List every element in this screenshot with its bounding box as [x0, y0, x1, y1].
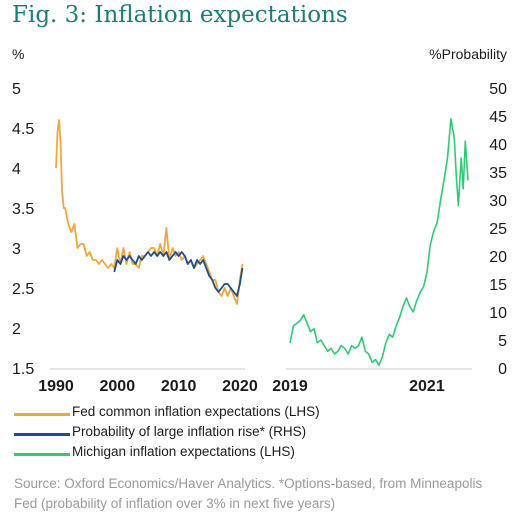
right-y-tick-label: 15: [489, 277, 507, 294]
right-x-tick-label: 2019: [272, 378, 308, 395]
legend-label-probability: Probability of large inflation rise* (RH…: [72, 424, 307, 439]
legend-swatch-fed: [14, 413, 70, 416]
right-y-tick-label: 25: [489, 221, 507, 238]
right-axis-unit-label: %Probability: [429, 46, 507, 62]
source-note: Source: Oxford Economics/Haver Analytics…: [14, 476, 483, 511]
left-y-tick-label: 5: [12, 81, 21, 98]
left-y-tick-label: 1.5: [12, 361, 34, 378]
left-x-tick-label: 2010: [161, 378, 197, 395]
left-y-tick-label: 4.5: [12, 121, 34, 138]
left-y-tick-label: 2.5: [12, 281, 34, 298]
left-y-tick-label: 4: [12, 161, 21, 178]
left-x-tick-label: 2000: [100, 378, 136, 395]
left-axis-unit-label: %: [12, 46, 24, 62]
right-y-tick-label: 5: [498, 333, 507, 350]
right-y-tick-label: 20: [489, 249, 507, 266]
left-y-tick-label: 3: [12, 241, 21, 258]
right-y-tick-label: 40: [489, 137, 507, 154]
legend-label-michigan: Michigan inflation expectations (LHS): [72, 444, 295, 459]
right-y-tick-label: 50: [489, 81, 507, 98]
left-y-tick-label: 2: [12, 321, 21, 338]
right-y-tick-label: 45: [489, 109, 507, 126]
left-x-tick-label: 2020: [222, 378, 258, 395]
right-y-tick-label: 35: [489, 165, 507, 182]
right-x-tick-label: 2021: [409, 378, 445, 395]
series-line-michigan: [289, 118, 469, 366]
right-y-tick-label: 0: [498, 361, 507, 378]
legend-label-fed: Fed common inflation expectations (LHS): [72, 404, 320, 419]
right-y-tick-label: 30: [489, 193, 507, 210]
chart-title: Fig. 3: Inflation expectations: [12, 2, 348, 28]
left-x-tick-label: 1990: [38, 378, 74, 395]
legend-swatch-probability: [14, 433, 70, 436]
right-y-tick-label: 10: [489, 305, 507, 322]
left-y-tick-label: 3.5: [12, 201, 34, 218]
series-line-probability: [113, 251, 244, 297]
chart-svg: % %Probability 54.543.532.521.5504540353…: [12, 46, 507, 395]
series-line-fed-expectations: [55, 119, 244, 305]
legend-swatch-michigan: [14, 453, 70, 456]
